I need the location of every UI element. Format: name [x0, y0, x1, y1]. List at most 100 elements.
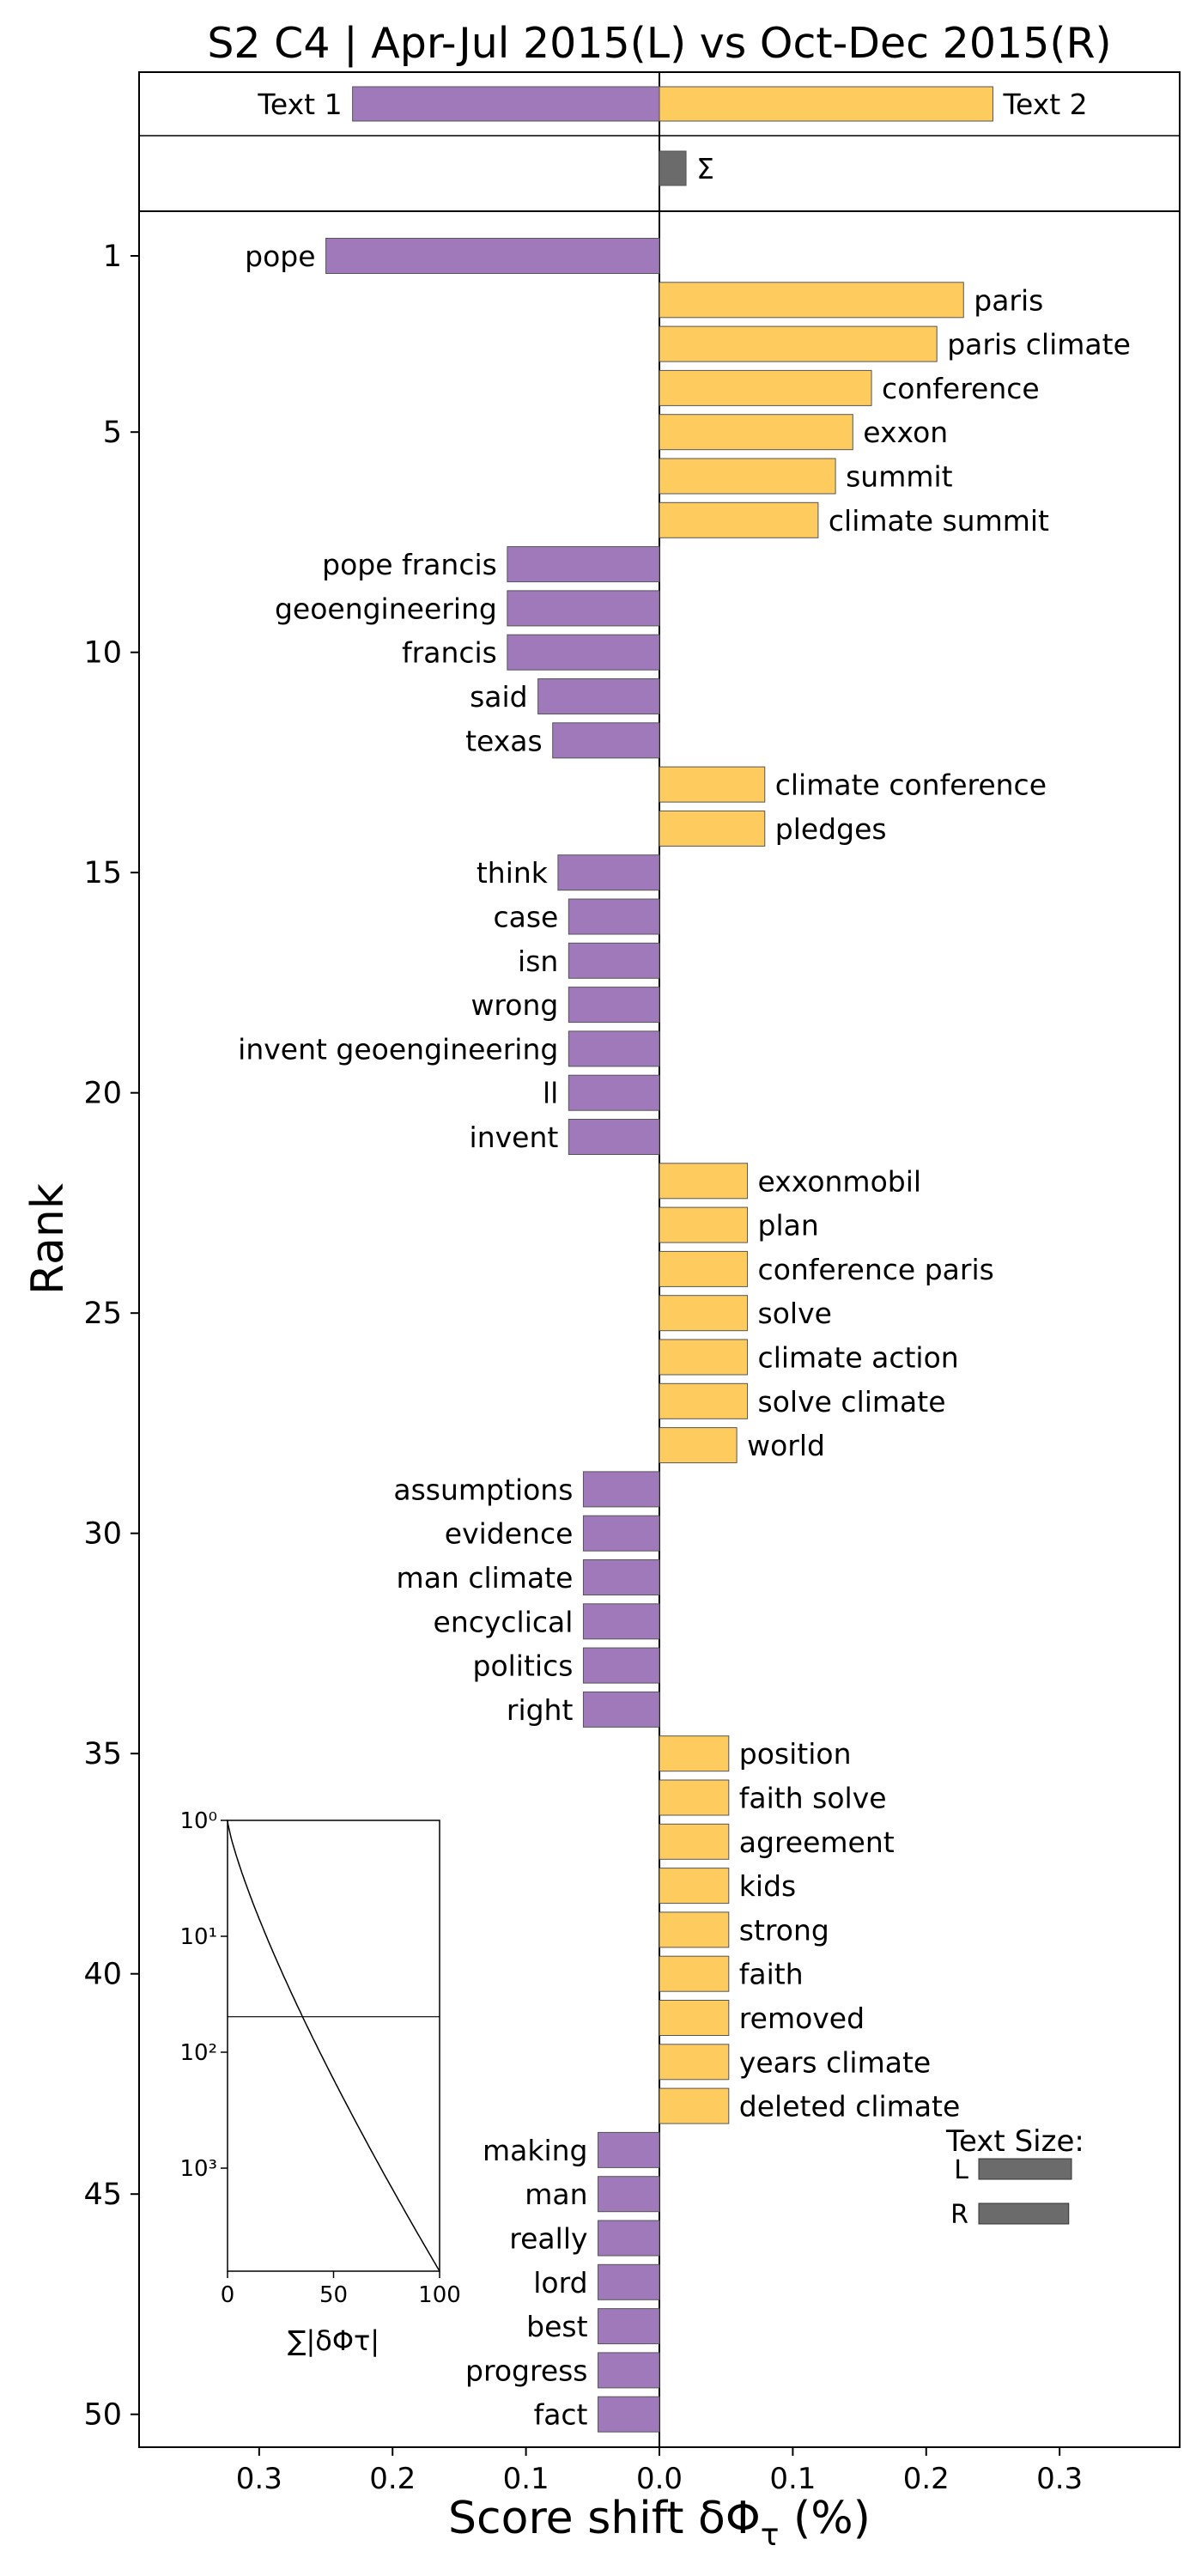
word-labels: pope paris paris climate conference exxon sum… — [238, 240, 1131, 2432]
word-label: removed — [739, 2002, 865, 2035]
word-bar — [598, 2220, 660, 2257]
x-tick-label: 0.1 — [769, 2462, 816, 2496]
word-bar — [659, 282, 964, 319]
word-bar — [659, 369, 872, 406]
word-bar — [659, 1735, 730, 1772]
word-label: faith solve — [739, 1782, 887, 1815]
word-label: politics — [473, 1649, 574, 1683]
word-bar — [659, 1250, 749, 1287]
word-bar — [507, 634, 660, 671]
inset-frame — [227, 1820, 440, 2272]
x-axis: 0.3 0.2 0.1 0.0 0.1 0.2 0.3 — [236, 2447, 1083, 2496]
x-tick-label: 0.0 — [636, 2462, 683, 2496]
word-label: said — [470, 680, 528, 714]
word-label: paris climate — [947, 328, 1131, 361]
word-label: man climate — [397, 1561, 574, 1595]
cumulative-inset: 10⁰ 10¹ 10² 10³ 0 50 100 ∑|δΦτ| — [179, 1808, 460, 2357]
word-label: exxonmobil — [758, 1164, 922, 1198]
word-label: right — [507, 1693, 574, 1727]
word-label: conference paris — [758, 1253, 994, 1286]
word-label: progress — [465, 2354, 587, 2387]
word-bar — [659, 1339, 749, 1376]
word-bar — [659, 810, 766, 847]
y-tick-label: 20 — [83, 1077, 122, 1111]
word-bar — [598, 2176, 660, 2213]
word-bar — [582, 1647, 660, 1684]
word-bar — [659, 2087, 730, 2124]
word-label: encyclical — [434, 1605, 574, 1638]
word-bar — [568, 942, 660, 979]
inset-y-tick-label: 10¹ — [179, 1924, 217, 1950]
word-label: geoengineering — [275, 592, 497, 625]
text1-label: Text 1 — [257, 88, 342, 121]
word-label: world — [747, 1429, 825, 1462]
word-bar — [659, 1382, 749, 1419]
word-label: climate action — [758, 1341, 959, 1375]
word-label: exxon — [863, 416, 948, 449]
word-bar — [598, 2263, 660, 2300]
word-label: evidence — [445, 1517, 574, 1551]
word-bar — [582, 1471, 660, 1508]
word-bar — [507, 590, 660, 627]
word-label: man — [525, 2178, 587, 2211]
word-bar — [552, 722, 660, 759]
word-label: francis — [402, 636, 497, 670]
word-label: fact — [534, 2398, 588, 2432]
sum-label: Σ — [696, 152, 714, 185]
y-tick-label: 40 — [83, 1958, 122, 1992]
word-label: texas — [465, 724, 543, 757]
word-label: position — [739, 1737, 852, 1771]
word-label: best — [526, 2310, 587, 2343]
word-bar — [507, 546, 660, 583]
word-bar — [598, 2131, 660, 2168]
word-label: years climate — [739, 2045, 931, 2079]
inset-curve — [227, 1820, 440, 2272]
word-bar — [659, 1823, 730, 1860]
text-size-right-label: R — [950, 2200, 968, 2230]
word-label: wrong — [470, 988, 558, 1022]
word-label: solve — [758, 1297, 832, 1330]
word-bar — [659, 1911, 730, 1948]
word-label: lord — [533, 2266, 587, 2300]
word-label: kids — [739, 1869, 796, 1903]
word-bar — [325, 238, 660, 274]
word-bar — [568, 1119, 660, 1155]
word-label: pope francis — [322, 548, 497, 581]
word-bar — [582, 1515, 660, 1552]
word-bar — [659, 325, 938, 362]
word-bar — [659, 1955, 730, 1992]
y-tick-label: 30 — [83, 1517, 122, 1552]
word-label: summit — [846, 460, 953, 494]
word-label: solve climate — [758, 1385, 946, 1419]
y-axis-label: Rank — [22, 1183, 74, 1295]
y-tick-label: 10 — [83, 636, 122, 671]
y-tick-label: 5 — [103, 416, 122, 450]
x-axis-label: Score shift δΦτ (%) — [448, 2493, 871, 2553]
word-bar — [659, 1295, 749, 1332]
word-label: really — [509, 2222, 587, 2256]
inset-x-tick-label: 100 — [418, 2282, 461, 2308]
word-label: conference — [882, 372, 1040, 405]
word-bar — [659, 458, 836, 495]
word-label: isn — [518, 945, 558, 978]
word-label: case — [493, 901, 558, 934]
summary-panel: Text 1 Text 2 Σ — [138, 71, 1181, 212]
word-bar — [598, 2308, 660, 2345]
word-bar — [568, 898, 660, 935]
word-bar — [659, 501, 819, 538]
text1-bar — [352, 86, 660, 122]
word-bar — [598, 2352, 660, 2389]
word-bar — [659, 2000, 730, 2036]
x-tick-label: 0.3 — [1036, 2462, 1083, 2496]
word-label: agreement — [739, 1826, 895, 1859]
text-size-title: Text Size: — [945, 2124, 1084, 2159]
word-label: pope — [245, 240, 315, 273]
inset-x-tick-label: 0 — [221, 2282, 235, 2308]
word-bar — [582, 1559, 660, 1595]
word-label: strong — [739, 1913, 829, 1947]
text-size-legend: Text Size:LR — [945, 2124, 1084, 2230]
word-bars — [325, 238, 964, 2433]
word-bar — [598, 2396, 660, 2433]
word-bar — [582, 1691, 660, 1728]
